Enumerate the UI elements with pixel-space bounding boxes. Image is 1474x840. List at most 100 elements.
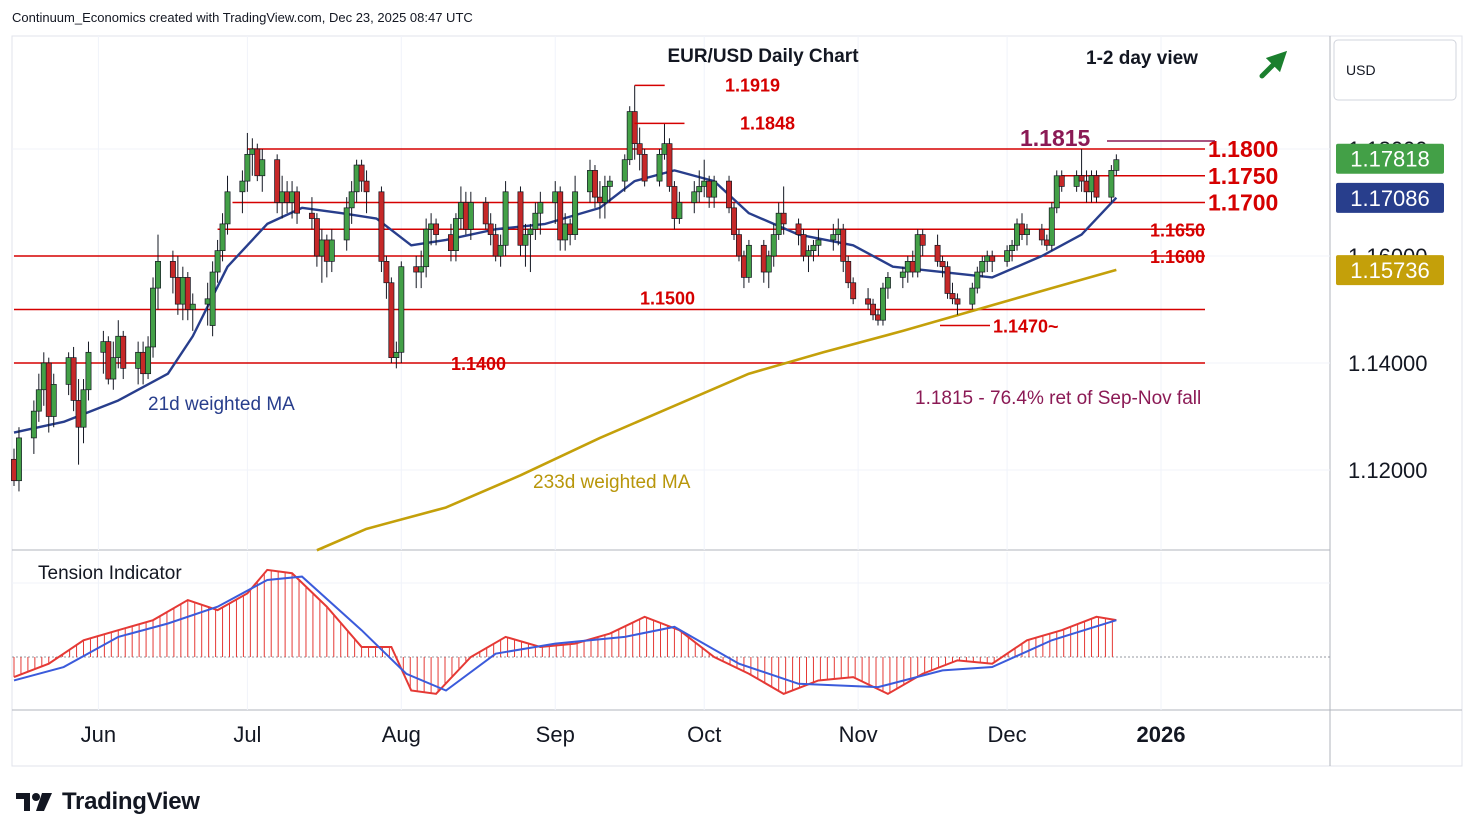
candle-body	[318, 239, 325, 257]
candle-body	[115, 335, 122, 358]
time-tick-label: Nov	[839, 722, 878, 747]
candle-body	[601, 186, 608, 203]
candle	[1058, 170, 1065, 192]
candle-body	[656, 154, 663, 182]
price-badge	[1336, 182, 1444, 213]
candle-body	[606, 180, 613, 187]
candle	[259, 149, 266, 192]
candle-body	[398, 266, 405, 353]
candle-body	[35, 389, 42, 412]
candle	[711, 175, 718, 208]
candle	[105, 336, 112, 385]
candle-body	[835, 228, 842, 235]
candle	[1004, 245, 1011, 267]
candle	[482, 197, 489, 230]
candle	[294, 186, 300, 224]
time-tick-label: Oct	[687, 722, 721, 747]
time-axis[interactable]: Jun Jul Aug Sep Oct Nov Dec 2026	[81, 722, 1186, 747]
candle-body	[249, 148, 256, 155]
candle	[358, 159, 365, 192]
candle-body	[989, 255, 996, 262]
candle	[726, 175, 732, 214]
candle-body	[1088, 175, 1095, 193]
ma233-line	[316, 268, 1117, 552]
candle	[899, 266, 906, 289]
candle-body	[780, 212, 787, 225]
candle-body	[676, 202, 683, 219]
candle	[393, 341, 400, 369]
candle	[16, 427, 22, 492]
candle-body	[448, 234, 454, 252]
candle	[954, 293, 961, 315]
currency-box[interactable]	[1333, 39, 1457, 101]
candle-body	[209, 271, 216, 326]
candle-body	[979, 261, 986, 273]
level-label: 1.1650	[1150, 220, 1205, 240]
candle-body	[497, 244, 504, 257]
candle-body	[696, 186, 703, 193]
tradingview-logo[interactable]: TradingView	[16, 788, 200, 816]
currency-label: USD	[1346, 62, 1376, 78]
candle-body	[155, 261, 161, 289]
candlestick-series	[11, 85, 1120, 492]
candle	[914, 229, 921, 278]
candle-body	[150, 287, 156, 348]
candle	[80, 379, 87, 444]
candle-body	[661, 143, 668, 155]
candle-body	[1108, 170, 1115, 198]
candle-body	[840, 228, 847, 262]
candle	[120, 330, 127, 380]
candle	[308, 197, 315, 230]
candle	[239, 170, 246, 214]
candle	[522, 223, 529, 267]
annotation-label: 1.1919	[725, 75, 780, 95]
candle-body	[313, 218, 320, 257]
candle	[214, 239, 221, 283]
candle-body	[1113, 159, 1120, 171]
candle	[676, 191, 683, 224]
candle	[1108, 165, 1115, 203]
candle	[274, 154, 281, 214]
candle	[696, 170, 703, 203]
candle-body	[1014, 223, 1020, 246]
candle-body	[85, 351, 92, 391]
candle	[254, 143, 261, 182]
candle-body	[462, 202, 469, 230]
candle	[641, 149, 648, 187]
candle-body	[984, 255, 991, 262]
candle-body	[467, 202, 474, 230]
candle	[150, 277, 156, 358]
candle-body	[1043, 239, 1050, 246]
candle	[880, 282, 886, 326]
price-axis[interactable]: 1.140001.120001.180001.160001.178181.170…	[1336, 137, 1444, 483]
candle	[606, 175, 613, 203]
annotation-label: 1.1815	[1020, 125, 1091, 151]
candle	[209, 261, 216, 337]
candle	[1024, 223, 1030, 246]
candle-body	[740, 255, 747, 278]
candle-body	[795, 223, 802, 235]
candle	[378, 186, 385, 273]
candle	[452, 213, 459, 262]
candle-body	[30, 410, 37, 439]
candle-body	[1024, 228, 1030, 235]
candle	[169, 250, 176, 294]
candle-body	[815, 239, 822, 246]
candle	[765, 250, 772, 289]
candle-body	[184, 277, 191, 310]
annotation-label: 1.1470~	[993, 317, 1059, 337]
candle-body	[850, 282, 857, 300]
candle-body	[626, 111, 633, 161]
candle	[631, 85, 638, 160]
candle-body	[587, 170, 593, 193]
candle-body	[1058, 175, 1065, 187]
candle	[939, 256, 946, 278]
candle-body	[393, 351, 400, 358]
candle	[989, 250, 996, 273]
candle	[155, 234, 161, 310]
ma21-label: 21d weighted MA	[148, 394, 295, 415]
candle	[219, 213, 226, 262]
candle	[810, 239, 817, 262]
candle-body	[244, 154, 251, 182]
